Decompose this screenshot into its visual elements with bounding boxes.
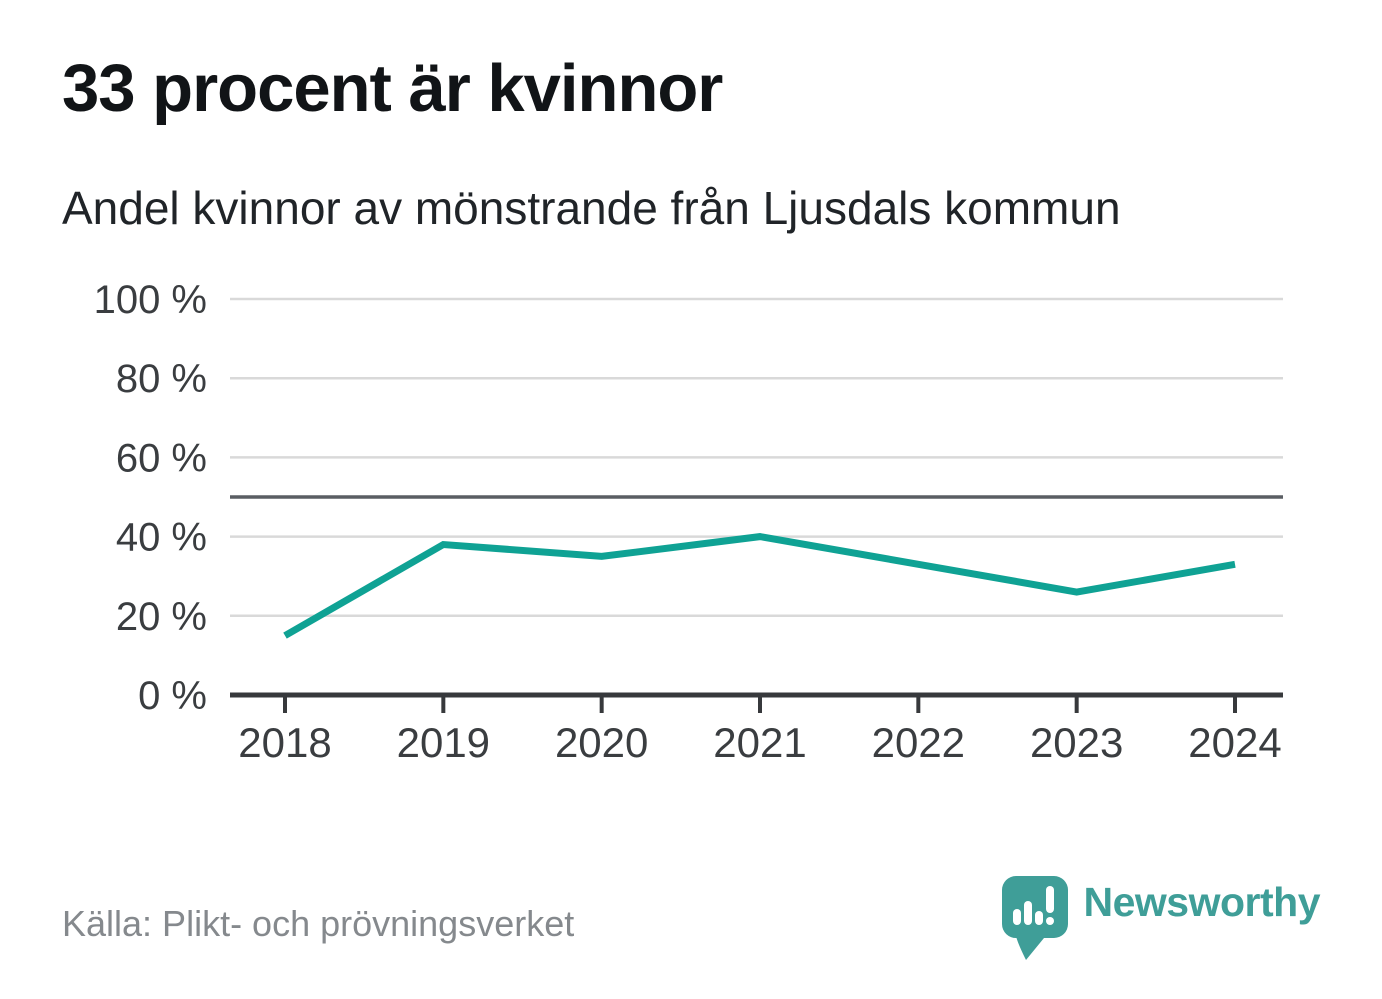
source-note: Källa: Plikt- och prövningsverket [62, 903, 575, 944]
newsworthy-wordmark: Newsworthy [1083, 879, 1321, 925]
data-line-series [283, 533, 1236, 639]
x-tick-label: 2021 [713, 719, 806, 766]
newsworthy-logo-icon [1001, 876, 1068, 960]
y-tick-label: 60 % [116, 436, 207, 480]
logo-bar-3 [1034, 911, 1043, 925]
y-tick-label: 20 % [116, 595, 207, 639]
x-tick-label: 2022 [872, 719, 965, 766]
chart-subtitle: Andel kvinnor av mönstrande från Ljusdal… [62, 182, 1121, 234]
x-tick-label: 2018 [238, 719, 331, 766]
logo-exclamation-stem [1045, 886, 1054, 913]
x-tick-label: 2023 [1030, 719, 1123, 766]
x-tick-label: 2024 [1188, 719, 1281, 766]
y-tick-label: 0 % [138, 674, 207, 718]
y-tick-label: 80 % [116, 357, 207, 401]
logo-bar-1 [1012, 909, 1021, 925]
page-title: 33 procent är kvinnor [62, 51, 723, 126]
logo-bar-2 [1023, 901, 1032, 925]
newsworthy-logo: Newsworthy [1001, 876, 1321, 962]
y-tick-label: 40 % [116, 516, 207, 560]
x-tick-label: 2020 [555, 719, 648, 766]
x-tick-label: 2019 [397, 719, 490, 766]
logo-exclamation-dot [1045, 917, 1054, 925]
y-tick-label: 100 % [94, 278, 207, 322]
